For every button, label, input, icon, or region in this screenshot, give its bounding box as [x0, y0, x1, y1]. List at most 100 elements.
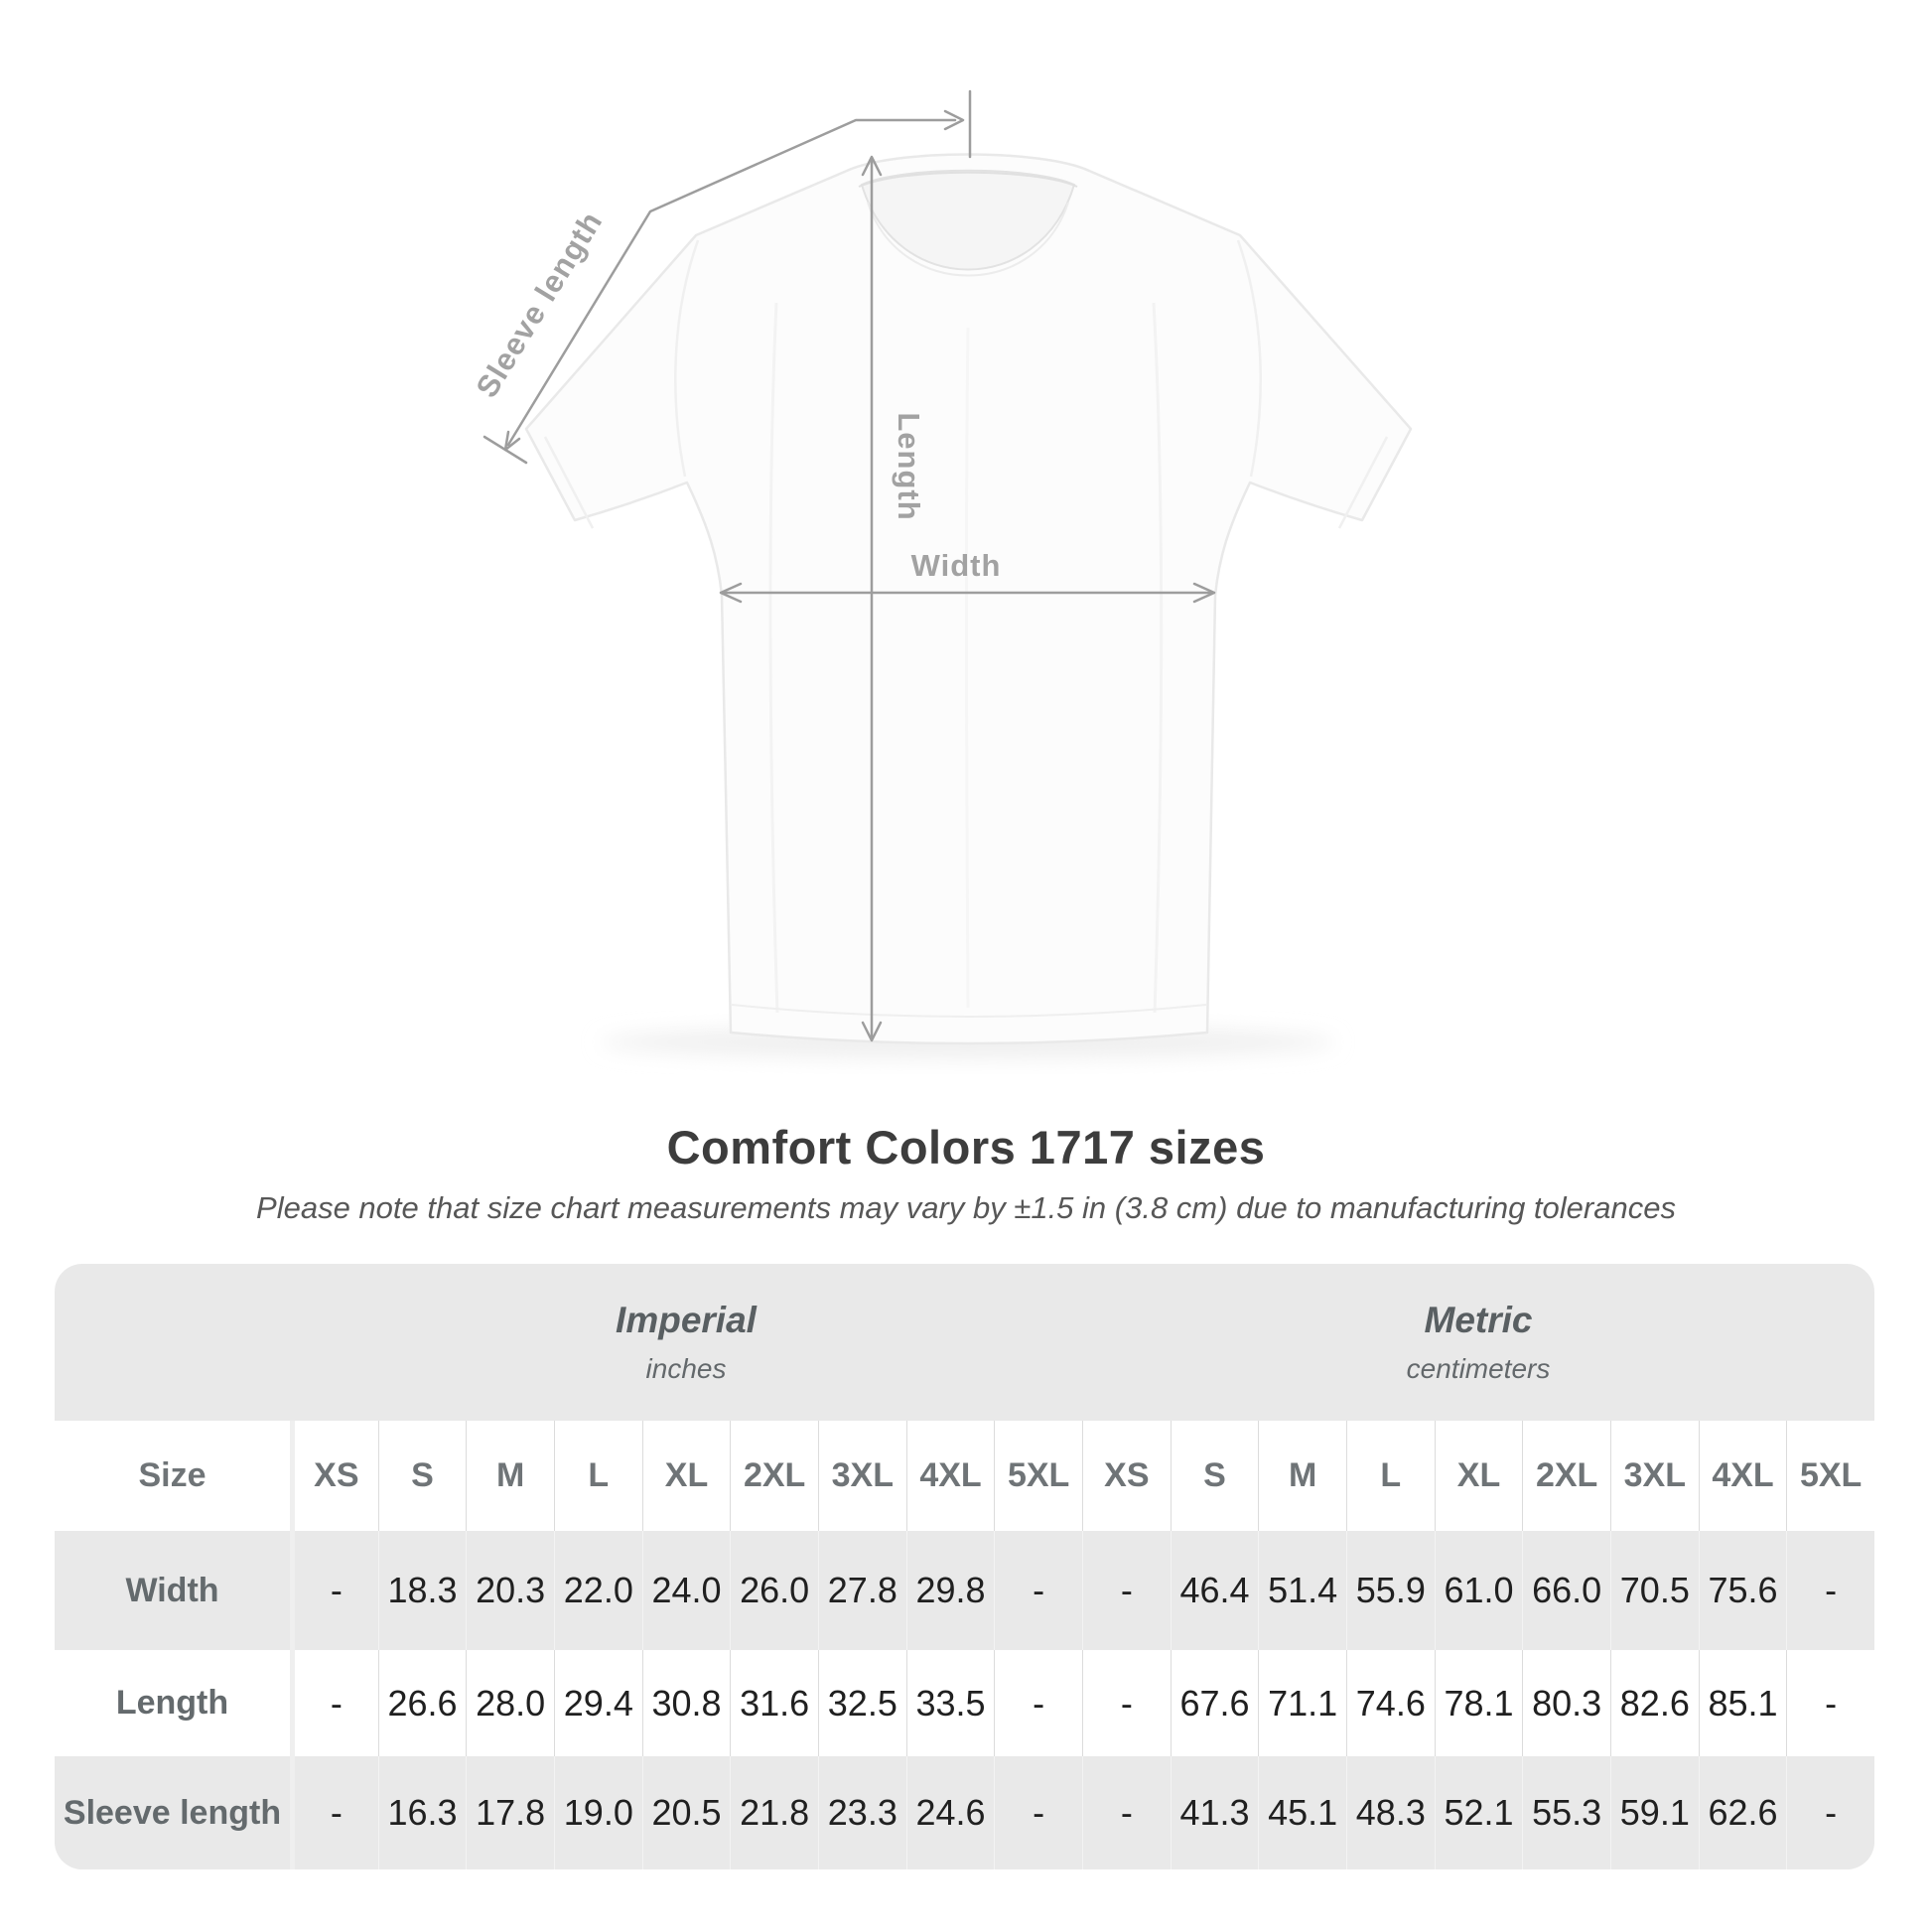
size-header-imperial-m: M [466, 1421, 554, 1531]
width-metric-3xl: 70.5 [1609, 1531, 1699, 1650]
size-header-imperial-5xl: 5XL [994, 1421, 1082, 1531]
size-header-imperial-s: S [377, 1421, 467, 1531]
sleeve-metric-3xl: 59.1 [1609, 1756, 1699, 1869]
sleeve-end-tick [483, 435, 528, 465]
length-imperial-s: 26.6 [377, 1650, 467, 1756]
length-label: Length [892, 412, 926, 520]
sleeve-metric-xs: - [1081, 1756, 1171, 1869]
sleeve-metric-4xl: 62.6 [1698, 1756, 1787, 1869]
sleeve-metric-2xl: 55.3 [1522, 1756, 1610, 1869]
width-metric-xs: - [1081, 1531, 1171, 1650]
size-table: Imperial inches Metric centimeters Size … [55, 1264, 1874, 1869]
size-header-metric-5xl: 5XL [1786, 1421, 1874, 1531]
sleeve-imperial-m: 17.8 [466, 1756, 554, 1869]
sleeve-metric-xl: 52.1 [1434, 1756, 1523, 1869]
width-imperial-4xl: 29.8 [905, 1531, 995, 1650]
sleeve-imperial-3xl: 23.3 [817, 1756, 906, 1869]
width-imperial-xs: - [290, 1531, 378, 1650]
length-metric-xl: 78.1 [1434, 1650, 1523, 1756]
row-label-sleeve-length: Sleeve length [63, 1793, 282, 1832]
width-imperial-l: 22.0 [553, 1531, 642, 1650]
width-metric-5xl: - [1786, 1531, 1874, 1650]
length-metric-s: 67.6 [1170, 1650, 1259, 1756]
length-imperial-m: 28.0 [466, 1650, 554, 1756]
size-header-metric-s: S [1170, 1421, 1259, 1531]
length-imperial-xs: - [290, 1650, 378, 1756]
width-imperial-s: 18.3 [377, 1531, 467, 1650]
fabric-folds [731, 302, 1207, 1018]
imperial-unit: inches [645, 1353, 727, 1384]
unit-group-imperial: Imperial inches [290, 1264, 1082, 1421]
length-imperial-5xl: - [994, 1650, 1082, 1756]
size-header-imperial-3xl: 3XL [817, 1421, 906, 1531]
size-header-imperial-2xl: 2XL [730, 1421, 818, 1531]
length-metric-3xl: 82.6 [1609, 1650, 1699, 1756]
width-metric-s: 46.4 [1170, 1531, 1259, 1650]
size-header-metric-4xl: 4XL [1698, 1421, 1787, 1531]
length-metric-xs: - [1081, 1650, 1171, 1756]
page-subtitle: Please note that size chart measurements… [256, 1190, 1676, 1225]
width-metric-4xl: 75.6 [1698, 1531, 1787, 1650]
size-header-metric-3xl: 3XL [1609, 1421, 1699, 1531]
size-header-imperial-4xl: 4XL [905, 1421, 995, 1531]
sleeve-metric-m: 45.1 [1258, 1756, 1346, 1869]
size-header-metric-m: M [1258, 1421, 1346, 1531]
page-title: Comfort Colors 1717 sizes [666, 1121, 1266, 1173]
collar-stitch-line [867, 202, 1069, 277]
sleeve-imperial-4xl: 24.6 [905, 1756, 995, 1869]
size-header-metric-2xl: 2XL [1522, 1421, 1610, 1531]
length-metric-2xl: 80.3 [1522, 1650, 1610, 1756]
sleeve-seams [543, 239, 1389, 529]
length-metric-4xl: 85.1 [1698, 1650, 1787, 1756]
sleeve-imperial-2xl: 21.8 [730, 1756, 818, 1869]
measurement-lines [483, 89, 1216, 1042]
width-label: Width [911, 548, 1002, 583]
width-imperial-2xl: 26.0 [730, 1531, 818, 1650]
length-imperial-2xl: 31.6 [730, 1650, 818, 1756]
unit-header-spacer [55, 1264, 290, 1421]
sleeve-imperial-xl: 20.5 [641, 1756, 731, 1869]
sleeve-length-line [506, 118, 957, 447]
table-row-width: Width - 18.3 20.3 22.0 24.0 26.0 27.8 29… [55, 1531, 1874, 1650]
tshirt-measurement-diagram: Sleeve length Length Width [470, 89, 1413, 1058]
table-row-length: Length - 26.6 28.0 29.4 30.8 31.6 32.5 3… [55, 1650, 1874, 1756]
width-imperial-m: 20.3 [466, 1531, 554, 1650]
length-imperial-3xl: 32.5 [817, 1650, 906, 1756]
unit-header-row: Imperial inches Metric centimeters [55, 1264, 1874, 1421]
width-left-arrowhead [719, 582, 743, 604]
collar-opening [860, 169, 1076, 271]
length-imperial-l: 29.4 [553, 1650, 642, 1756]
row-label-width: Width [125, 1571, 219, 1609]
collar-rib-line [858, 171, 1078, 188]
length-metric-5xl: - [1786, 1650, 1874, 1756]
width-metric-2xl: 66.0 [1522, 1531, 1610, 1650]
length-metric-m: 71.1 [1258, 1650, 1346, 1756]
sleeve-imperial-xs: - [290, 1756, 378, 1869]
length-imperial-xl: 30.8 [641, 1650, 731, 1756]
width-metric-m: 51.4 [1258, 1531, 1346, 1650]
length-imperial-4xl: 33.5 [905, 1650, 995, 1756]
table-row-sleeve-length: Sleeve length - 16.3 17.8 19.0 20.5 21.8… [55, 1756, 1874, 1869]
size-header-imperial-xs: XS [290, 1421, 378, 1531]
size-header-row: Size XS S M L XL 2XL 3XL 4XL 5XL XS S M … [55, 1421, 1874, 1531]
length-metric-l: 74.6 [1345, 1650, 1435, 1756]
width-imperial-xl: 24.0 [641, 1531, 731, 1650]
length-bottom-arrowhead [861, 1021, 883, 1042]
width-right-arrowhead [1192, 582, 1216, 604]
tshirt-body [524, 153, 1413, 1045]
sleeve-imperial-l: 19.0 [553, 1756, 642, 1869]
sleeve-metric-s: 41.3 [1170, 1756, 1259, 1869]
size-header-imperial-xl: XL [641, 1421, 731, 1531]
unit-group-metric: Metric centimeters [1082, 1264, 1874, 1421]
sleeve-metric-5xl: - [1786, 1756, 1874, 1869]
width-imperial-3xl: 27.8 [817, 1531, 906, 1650]
metric-unit: centimeters [1406, 1353, 1551, 1384]
size-header-metric-xl: XL [1434, 1421, 1523, 1531]
length-top-arrowhead [861, 155, 883, 177]
size-column-header: Size [138, 1456, 207, 1494]
sleeve-metric-l: 48.3 [1345, 1756, 1435, 1869]
width-metric-xl: 61.0 [1434, 1531, 1523, 1650]
metric-title: Metric [1424, 1300, 1533, 1340]
sleeve-imperial-s: 16.3 [377, 1756, 467, 1869]
